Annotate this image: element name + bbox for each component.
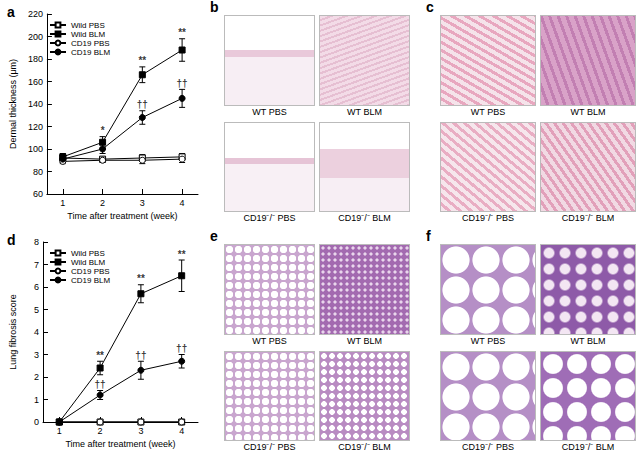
html-text:CD19⁻/⁻ BLM: CD19⁻/⁻ BLM: [338, 442, 391, 452]
svg-text:160: 160: [28, 77, 43, 87]
svg-text:4: 4: [179, 426, 184, 436]
svg-text:CD19 BLM: CD19 BLM: [71, 276, 110, 285]
svg-text:1: 1: [34, 395, 39, 405]
svg-text:**: **: [178, 27, 186, 38]
svg-text:††: ††: [176, 343, 187, 354]
html-text:CD19⁻/⁻ PBS: CD19⁻/⁻ PBS: [243, 442, 296, 452]
html-text:CD19⁻/⁻ BLM: CD19⁻/⁻ BLM: [561, 213, 615, 223]
html-text:CD19⁻/⁻ BLM: CD19⁻/⁻ BLM: [338, 213, 391, 223]
svg-text:Wild PBS: Wild PBS: [71, 21, 105, 30]
svg-text:††: ††: [177, 78, 188, 89]
svg-text:Time after treatment (week): Time after treatment (week): [65, 439, 175, 449]
svg-text:Dermal thickness (μm): Dermal thickness (μm): [8, 59, 18, 149]
html-text:CD19⁻/⁻ PBS: CD19⁻/⁻ PBS: [462, 213, 514, 223]
svg-text:140: 140: [28, 99, 43, 109]
svg-text:8: 8: [34, 237, 39, 247]
html-text:f: f: [426, 228, 431, 244]
svg-text:**: **: [137, 273, 145, 284]
svg-text:††: ††: [135, 350, 146, 361]
svg-text:3: 3: [140, 198, 145, 208]
svg-text:CD19 BLM: CD19 BLM: [71, 48, 110, 57]
html-text:CD19⁻/⁻ PBS: CD19⁻/⁻ PBS: [243, 213, 296, 223]
html-text:CD19⁻/⁻ BLM: CD19⁻/⁻ BLM: [561, 442, 615, 452]
svg-text:3: 3: [34, 350, 39, 360]
svg-text:Time after treatment (week): Time after treatment (week): [67, 211, 177, 221]
svg-text:Lung fibrosis score: Lung fibrosis score: [8, 294, 18, 370]
html-text:e: e: [210, 228, 218, 244]
svg-text:CD19 PBS: CD19 PBS: [71, 267, 110, 276]
svg-text:††: ††: [95, 379, 106, 390]
svg-text:Wild BLM: Wild BLM: [71, 30, 106, 39]
svg-text:180: 180: [28, 54, 43, 64]
html-text:WT PBS: WT PBS: [252, 335, 287, 346]
html-text:WT BLM: WT BLM: [347, 335, 382, 346]
svg-text:6: 6: [34, 282, 39, 292]
html-text:WT BLM: WT BLM: [570, 106, 606, 117]
html-text:WT PBS: WT PBS: [470, 335, 506, 346]
svg-text:1: 1: [60, 198, 65, 208]
svg-text:4: 4: [34, 327, 39, 337]
svg-text:220: 220: [28, 9, 43, 19]
html-text:WT PBS: WT PBS: [252, 106, 287, 117]
svg-text:**: **: [178, 249, 186, 260]
svg-text:2: 2: [100, 198, 105, 208]
svg-text:*: *: [101, 125, 105, 136]
html-text:WT BLM: WT BLM: [570, 335, 606, 346]
html-text:WT PBS: WT PBS: [470, 106, 506, 117]
svg-text:††: ††: [137, 99, 148, 110]
svg-text:0: 0: [34, 417, 39, 427]
html-text:c: c: [426, 0, 434, 15]
svg-text:Wild BLM: Wild BLM: [71, 258, 106, 267]
svg-text:5: 5: [34, 305, 39, 315]
svg-text:3: 3: [138, 426, 143, 436]
svg-text:120: 120: [28, 122, 43, 132]
svg-text:2: 2: [34, 372, 39, 382]
html-text:CD19⁻/⁻ PBS: CD19⁻/⁻ PBS: [462, 442, 514, 452]
svg-text:4: 4: [180, 198, 185, 208]
svg-text:100: 100: [28, 144, 43, 154]
svg-text:80: 80: [33, 167, 43, 177]
svg-text:60: 60: [33, 189, 43, 199]
html-text:WT BLM: WT BLM: [347, 106, 382, 117]
svg-text:CD19 PBS: CD19 PBS: [71, 39, 110, 48]
svg-text:Wild PBS: Wild PBS: [71, 249, 105, 258]
svg-text:a: a: [7, 4, 15, 20]
svg-text:**: **: [96, 350, 104, 361]
svg-text:**: **: [138, 55, 146, 66]
svg-text:d: d: [7, 232, 16, 248]
svg-text:2: 2: [98, 426, 103, 436]
svg-text:1: 1: [57, 426, 62, 436]
svg-text:200: 200: [28, 32, 43, 42]
svg-text:7: 7: [34, 260, 39, 270]
html-text:b: b: [210, 0, 219, 15]
